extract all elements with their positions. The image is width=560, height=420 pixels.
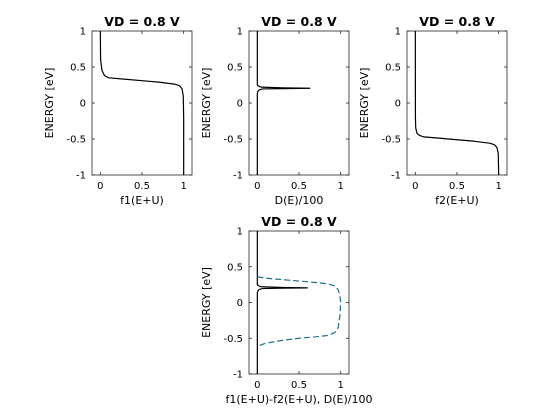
subplot-title: VD = 0.8 V	[419, 14, 495, 29]
x-tick-label: 1	[337, 181, 343, 192]
y-tick-label: -0.5	[381, 135, 401, 146]
x-tick-label: 0.5	[449, 181, 465, 192]
x-tick-label: 0	[254, 380, 260, 391]
series-line-1	[256, 31, 311, 175]
series-line-2	[257, 276, 342, 348]
series-line-1	[99, 30, 185, 175]
y-tick-label: -0.5	[223, 135, 243, 146]
y-tick-label: 0.5	[227, 63, 243, 74]
y-tick-label: 0	[80, 99, 86, 110]
y-tick-label: -0.5	[223, 334, 243, 345]
x-tick-label: 0	[97, 181, 103, 192]
y-tick-label: -1	[391, 171, 401, 182]
y-tick-label: 1	[237, 27, 243, 38]
y-tick-label: 1	[237, 227, 243, 238]
series-line-1	[414, 30, 500, 176]
y-axis-label: ENERGY [eV]	[200, 68, 213, 139]
subplot-2: -1 -0.5 0 0.5 1 0 0.5 1 VD = 0.8 V D(E)/100 ENERGY…	[200, 14, 350, 207]
x-tick-label: 1	[337, 380, 343, 391]
y-axis-label: ENERGY [eV]	[43, 68, 56, 139]
x-axis-label: f2(E+U)	[435, 194, 479, 207]
subplot-1: -1 -0.5 0 0.5 1 0 0.5 1 VD = 0.8 V f1(E+U) ENERGY …	[43, 14, 193, 207]
x-tick-label: 1	[495, 181, 501, 192]
y-tick-label: 0.5	[70, 63, 86, 74]
x-tick-label: 0.5	[291, 380, 307, 391]
y-tick-label: -0.5	[66, 135, 86, 146]
plot-frame	[406, 30, 508, 176]
x-axis-label: D(E)/100	[275, 194, 324, 207]
x-tick-label: 0.5	[291, 181, 307, 192]
x-tick-label: 1	[180, 181, 186, 192]
y-tick-label: 0.5	[385, 63, 401, 74]
x-tick-label: 0	[254, 181, 260, 192]
y-tick-label: -1	[233, 171, 243, 182]
x-axis-label: f1(E+U)-f2(E+U), D(E)/100	[225, 393, 372, 406]
y-tick-label: -1	[76, 171, 86, 182]
y-tick-label: 0.5	[227, 262, 243, 273]
y-axis-label: ENERGY [eV]	[200, 267, 213, 338]
y-axis-label: ENERGY [eV]	[358, 68, 371, 139]
plot-frame	[91, 30, 193, 176]
subplot-4: -1 -0.5 0 0.5 1 0 0.5 1 VD = 0.8 V f1(E+U)-f2(E+U…	[200, 214, 373, 406]
subplot-title: VD = 0.8 V	[261, 14, 337, 29]
y-tick-label: 0	[395, 99, 401, 110]
subplot-3: -1 -0.5 0 0.5 1 0 0.5 1 VD = 0.8 V f2(E+U) ENERGY …	[358, 14, 508, 207]
y-tick-label: 0	[237, 298, 243, 309]
subplot-title: VD = 0.8 V	[104, 14, 180, 29]
y-tick-label: 1	[80, 27, 86, 38]
x-axis-label: f1(E+U)	[120, 194, 164, 207]
series-line-1	[256, 231, 308, 374]
x-tick-label: 0.5	[134, 181, 150, 192]
plot-frame	[248, 30, 350, 176]
plot-frame	[248, 230, 350, 375]
subplot-title: VD = 0.8 V	[261, 214, 337, 229]
y-tick-label: 0	[237, 99, 243, 110]
x-tick-label: 0	[412, 181, 418, 192]
y-tick-label: 1	[395, 27, 401, 38]
y-tick-label: -1	[233, 370, 243, 381]
